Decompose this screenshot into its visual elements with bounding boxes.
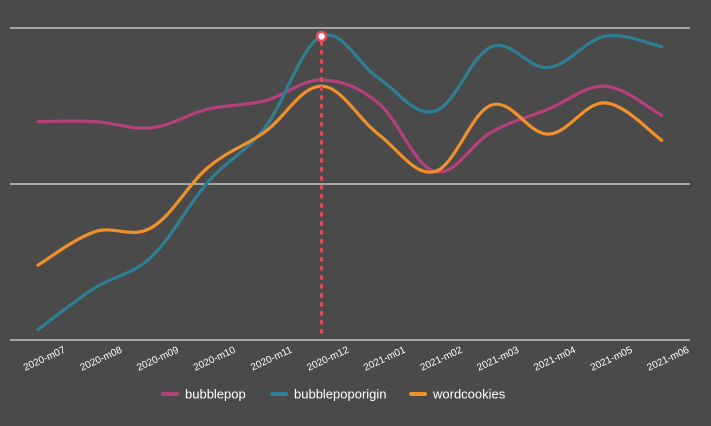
- x-tick-label: 2021-m04: [532, 345, 578, 374]
- series-line-bubblepop[interactable]: [36, 78, 664, 174]
- highlight-marker: [315, 30, 328, 338]
- series-line-wordcookies[interactable]: [36, 84, 664, 267]
- x-tick-label: 2020-m08: [79, 345, 125, 374]
- series-line-bubblepoporigin[interactable]: [36, 33, 664, 332]
- x-tick-label: 2020-m07: [22, 345, 68, 374]
- x-tick-label: 2021-m02: [419, 345, 465, 374]
- x-tick-label: 2020-m12: [305, 345, 351, 374]
- gridlines: [10, 27, 690, 341]
- series-lines: [36, 33, 664, 332]
- legend-label: wordcookies: [432, 387, 506, 402]
- legend-item-bubblepop[interactable]: bubblepop: [161, 387, 246, 402]
- legend-label: bubblepop: [185, 387, 246, 402]
- x-tick-label: 2020-m09: [135, 345, 181, 374]
- legend-item-wordcookies[interactable]: wordcookies: [409, 387, 506, 402]
- x-tick-label: 2021-m03: [475, 345, 521, 374]
- x-axis-tick-labels: 2020-m07 2020-m08 2020-m09 2020-m10 2020-m11…: [22, 345, 692, 374]
- x-tick-label: 2021-m01: [362, 345, 408, 374]
- legend-item-bubblepoporigin[interactable]: bubblepoporigin: [270, 387, 387, 402]
- highlight-point[interactable]: [315, 30, 328, 43]
- legend[interactable]: bubblepop bubblepoporigin wordcookies: [161, 387, 506, 402]
- x-tick-label: 2021-m05: [589, 345, 635, 374]
- x-tick-label: 2021-m06: [646, 345, 692, 374]
- x-tick-label: 2020-m10: [192, 345, 238, 374]
- x-tick-label: 2020-m11: [249, 345, 294, 374]
- legend-label: bubblepoporigin: [294, 387, 387, 402]
